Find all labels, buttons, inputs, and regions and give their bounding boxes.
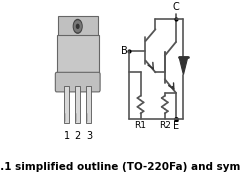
Bar xyxy=(75,86,80,123)
Text: R1: R1 xyxy=(135,121,147,130)
Circle shape xyxy=(73,19,82,33)
Bar xyxy=(57,35,99,86)
Text: 1: 1 xyxy=(63,131,70,141)
Text: 3: 3 xyxy=(86,131,92,141)
Polygon shape xyxy=(179,57,188,75)
Text: 2: 2 xyxy=(75,131,81,141)
Text: B: B xyxy=(121,46,127,56)
Bar xyxy=(86,86,91,123)
Text: Fig.1 simplified outline (TO-220Fa) and symbol: Fig.1 simplified outline (TO-220Fa) and … xyxy=(0,162,240,172)
Bar xyxy=(64,86,69,123)
FancyBboxPatch shape xyxy=(55,72,100,92)
Text: C: C xyxy=(173,2,179,12)
Bar xyxy=(58,16,98,37)
Text: R2: R2 xyxy=(159,121,171,130)
Text: E: E xyxy=(173,121,179,131)
Circle shape xyxy=(74,21,81,32)
Circle shape xyxy=(77,24,79,28)
